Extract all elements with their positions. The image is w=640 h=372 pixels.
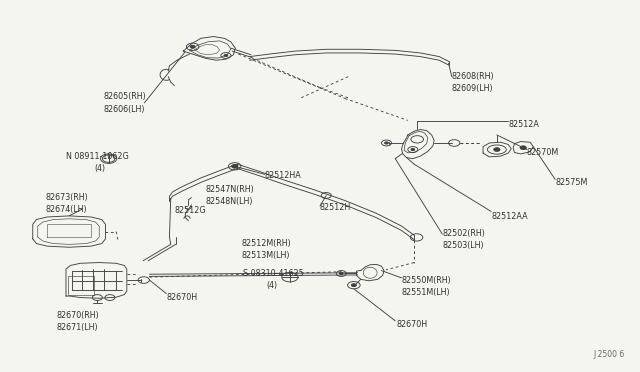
Text: 82671(LH): 82671(LH) (56, 323, 98, 331)
Text: (4): (4) (267, 280, 278, 290)
Text: 82551M(LH): 82551M(LH) (401, 288, 450, 297)
Text: 82670H: 82670H (166, 293, 198, 302)
Circle shape (351, 284, 356, 286)
Circle shape (224, 54, 228, 57)
Text: 82512G: 82512G (175, 206, 206, 215)
Text: 82512A: 82512A (508, 119, 539, 128)
Text: S 08310-41625: S 08310-41625 (243, 269, 304, 278)
Circle shape (520, 146, 526, 150)
Text: 82670H: 82670H (397, 320, 428, 329)
Text: 82674(LH): 82674(LH) (45, 205, 87, 214)
Text: J 2500 6: J 2500 6 (593, 350, 624, 359)
Text: 82575M: 82575M (556, 178, 588, 187)
Text: 82605(RH): 82605(RH) (104, 92, 147, 101)
Text: 82550M(RH): 82550M(RH) (401, 276, 451, 285)
Text: 82513M(LH): 82513M(LH) (242, 251, 290, 260)
Text: 82502(RH): 82502(RH) (442, 229, 485, 238)
Text: 82608(RH): 82608(RH) (452, 72, 494, 81)
Bar (68, 276, 94, 295)
Text: 82503(LH): 82503(LH) (442, 241, 484, 250)
Circle shape (411, 148, 415, 151)
Circle shape (339, 272, 343, 275)
Text: 82548N(LH): 82548N(LH) (206, 197, 253, 206)
Circle shape (493, 148, 500, 151)
Circle shape (190, 45, 195, 48)
Circle shape (232, 164, 238, 168)
Text: 82512HA: 82512HA (265, 171, 301, 180)
Text: 82512H: 82512H (320, 203, 351, 212)
Circle shape (385, 142, 388, 144)
Text: 82606(LH): 82606(LH) (104, 105, 145, 114)
Text: 82670(RH): 82670(RH) (56, 311, 99, 320)
Text: 82609(LH): 82609(LH) (452, 84, 493, 93)
Text: N 08911-1062G: N 08911-1062G (66, 153, 129, 161)
Text: 82547N(RH): 82547N(RH) (206, 185, 255, 194)
Text: 82673(RH): 82673(RH) (45, 193, 88, 202)
Text: 82570M: 82570M (527, 148, 559, 157)
Text: 82512M(RH): 82512M(RH) (242, 239, 291, 248)
Text: 82512AA: 82512AA (492, 212, 528, 221)
Text: (4): (4) (94, 164, 106, 173)
